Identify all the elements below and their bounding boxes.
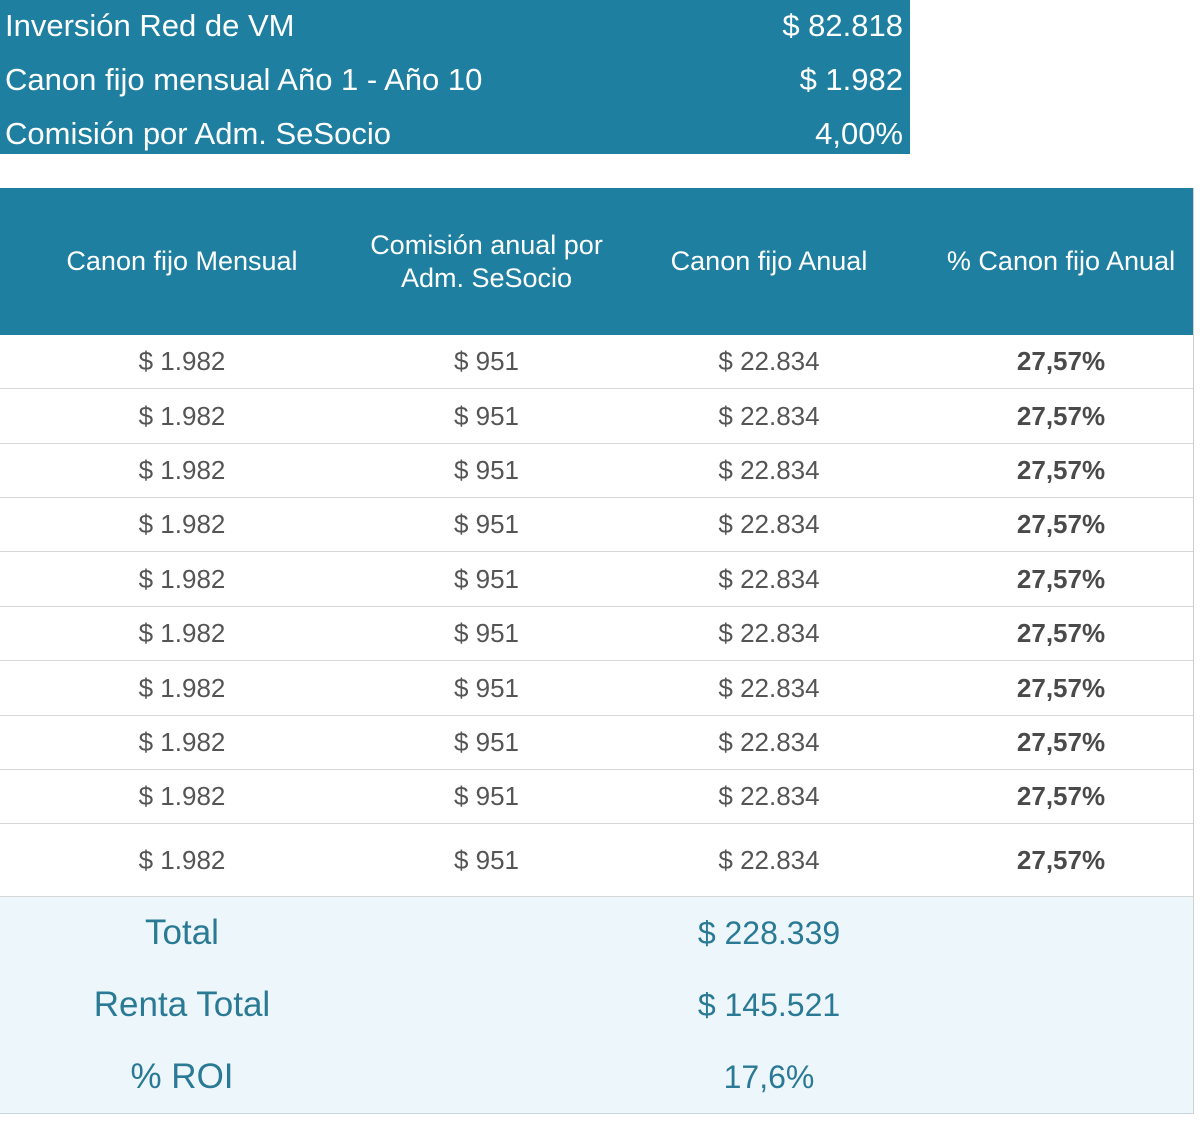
table-row: $ 1.982 $ 951 $ 22.834 27,57% bbox=[0, 716, 1193, 770]
summary-value: 4,00% bbox=[815, 116, 903, 151]
cell-canon-mensual: $ 1.982 bbox=[138, 563, 226, 594]
footer-label: % ROI bbox=[130, 1057, 234, 1096]
cell-canon-mensual: $ 1.982 bbox=[138, 346, 226, 376]
footer-value: $ 228.339 bbox=[697, 914, 841, 951]
cell-canon-anual: $ 22.834 bbox=[718, 672, 820, 703]
column-header-canon-anual: Canon fijo Anual bbox=[670, 246, 868, 276]
cell-comision-anual: $ 951 bbox=[453, 455, 520, 485]
cell-comision-anual: $ 951 bbox=[453, 727, 520, 757]
cell-porcentaje-canon: 27,57% bbox=[1016, 844, 1106, 875]
summary-label: Inversión Red de VM bbox=[5, 8, 295, 43]
canon-table: Canon fijo Mensual Comisión anual por Ad… bbox=[0, 188, 1194, 1114]
cell-canon-anual: $ 22.834 bbox=[718, 727, 820, 757]
cell-comision-anual: $ 951 bbox=[453, 844, 520, 875]
cell-comision-anual: $ 951 bbox=[453, 400, 520, 431]
table-row: $ 1.982 $ 951 $ 22.834 27,57% bbox=[0, 552, 1193, 607]
cell-canon-mensual: $ 1.982 bbox=[138, 400, 226, 431]
cell-comision-anual: $ 951 bbox=[453, 618, 520, 648]
table-row: $ 1.982 $ 951 $ 22.834 27,57% bbox=[0, 607, 1193, 661]
footer-value: $ 145.521 bbox=[697, 986, 841, 1023]
column-header-porcentaje-canon: % Canon fijo Anual bbox=[946, 246, 1176, 276]
summary-row-comision: Comisión por Adm. SeSocio 4,00% bbox=[0, 108, 910, 162]
cell-comision-anual: $ 951 bbox=[453, 509, 520, 539]
footer-label: Renta Total bbox=[93, 985, 271, 1024]
summary-row-inversion: Inversión Red de VM $ 82.818 bbox=[0, 0, 910, 54]
footer-row-renta-total: Renta Total $ 145.521 bbox=[0, 969, 1193, 1042]
cell-canon-anual: $ 22.834 bbox=[718, 844, 820, 875]
cell-canon-anual: $ 22.834 bbox=[718, 563, 820, 594]
cell-porcentaje-canon: 27,57% bbox=[1016, 400, 1106, 431]
cell-comision-anual: $ 951 bbox=[453, 672, 520, 703]
table-row: $ 1.982 $ 951 $ 22.834 27,57% bbox=[0, 389, 1193, 444]
cell-canon-anual: $ 22.834 bbox=[718, 781, 820, 811]
table-row: $ 1.982 $ 951 $ 22.834 27,57% bbox=[0, 498, 1193, 552]
footer-row-total: Total $ 228.339 bbox=[0, 897, 1193, 970]
cell-comision-anual: $ 951 bbox=[453, 563, 520, 594]
footer-row-roi: % ROI 17,6% bbox=[0, 1041, 1193, 1114]
summary-row-canon-mensual: Canon fijo mensual Año 1 - Año 10 $ 1.98… bbox=[0, 54, 910, 108]
cell-canon-mensual: $ 1.982 bbox=[138, 727, 226, 757]
cell-porcentaje-canon: 27,57% bbox=[1016, 618, 1106, 648]
investment-summary: Inversión Red de VM $ 82.818 Canon fijo … bbox=[0, 0, 910, 154]
cell-canon-mensual: $ 1.982 bbox=[138, 455, 226, 485]
table-row: $ 1.982 $ 951 $ 22.834 27,57% bbox=[0, 335, 1193, 389]
cell-porcentaje-canon: 27,57% bbox=[1016, 509, 1106, 539]
table-row: $ 1.982 $ 951 $ 22.834 27,57% bbox=[0, 770, 1193, 824]
cell-canon-anual: $ 22.834 bbox=[718, 509, 820, 539]
cell-comision-anual: $ 951 bbox=[453, 346, 520, 376]
cell-porcentaje-canon: 27,57% bbox=[1016, 672, 1106, 703]
cell-canon-anual: $ 22.834 bbox=[718, 455, 820, 485]
cell-canon-mensual: $ 1.982 bbox=[138, 844, 226, 875]
table-header: Canon fijo Mensual Comisión anual por Ad… bbox=[0, 188, 1193, 335]
footer-value: 17,6% bbox=[723, 1058, 815, 1095]
cell-canon-anual: $ 22.834 bbox=[718, 400, 820, 431]
cell-porcentaje-canon: 27,57% bbox=[1016, 781, 1106, 811]
table-row: $ 1.982 $ 951 $ 22.834 27,57% bbox=[0, 444, 1193, 498]
summary-value: $ 82.818 bbox=[782, 8, 903, 43]
table-row: $ 1.982 $ 951 $ 22.834 27,57% bbox=[0, 661, 1193, 716]
cell-canon-anual: $ 22.834 bbox=[718, 346, 820, 376]
cell-canon-mensual: $ 1.982 bbox=[138, 618, 226, 648]
cell-canon-mensual: $ 1.982 bbox=[138, 781, 226, 811]
summary-label: Canon fijo mensual Año 1 - Año 10 bbox=[5, 62, 483, 97]
column-header-comision-anual: Comisión anual por Adm. SeSocio bbox=[370, 229, 603, 293]
cell-porcentaje-canon: 27,57% bbox=[1016, 455, 1106, 485]
cell-porcentaje-canon: 27,57% bbox=[1016, 563, 1106, 594]
footer-label: Total bbox=[145, 913, 219, 952]
summary-value: $ 1.982 bbox=[799, 62, 903, 97]
cell-porcentaje-canon: 27,57% bbox=[1016, 727, 1106, 757]
summary-label: Comisión por Adm. SeSocio bbox=[5, 116, 391, 151]
cell-canon-mensual: $ 1.982 bbox=[138, 509, 226, 539]
cell-canon-mensual: $ 1.982 bbox=[138, 672, 226, 703]
table-row: $ 1.982 $ 951 $ 22.834 27,57% bbox=[0, 824, 1193, 897]
cell-porcentaje-canon: 27,57% bbox=[1016, 346, 1106, 376]
cell-canon-anual: $ 22.834 bbox=[718, 618, 820, 648]
column-header-canon-mensual: Canon fijo Mensual bbox=[66, 246, 298, 276]
cell-comision-anual: $ 951 bbox=[453, 781, 520, 811]
